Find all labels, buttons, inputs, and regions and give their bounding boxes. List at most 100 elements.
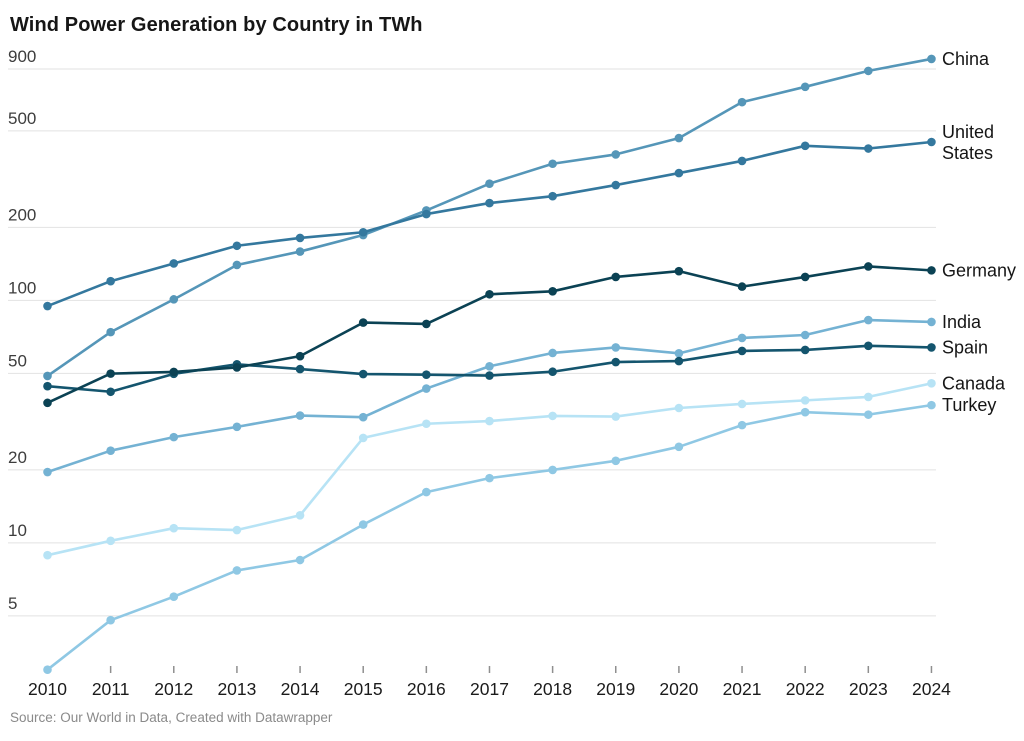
data-point-united-states-2014	[295, 233, 305, 243]
data-point-china-2024	[927, 54, 936, 64]
data-point-germany-2019	[611, 272, 621, 282]
data-point-turkey-2019	[611, 456, 621, 466]
data-point-united-states-2022	[800, 141, 810, 151]
data-point-spain-2010	[43, 381, 52, 391]
series-label-spain: Spain	[942, 337, 988, 357]
data-point-germany-2011	[106, 369, 115, 378]
data-point-spain-2011	[106, 387, 115, 397]
y-tick-label-10: 10	[8, 521, 27, 540]
data-point-india-2012	[169, 432, 179, 442]
data-point-germany-2018	[548, 287, 557, 296]
data-point-canada-2018	[548, 411, 557, 421]
data-point-germany-2010	[43, 398, 52, 408]
chart-title: Wind Power Generation by Country in TWh	[10, 14, 423, 36]
data-point-united-states-2016	[422, 209, 431, 219]
x-tick-label-2011: 2011	[92, 679, 130, 699]
series-label-canada: Canada	[942, 373, 1006, 393]
data-point-turkey-2017	[485, 473, 494, 483]
data-point-germany-2023	[864, 262, 873, 271]
x-tick-label-2018: 2018	[533, 679, 572, 699]
data-point-india-2013	[232, 422, 242, 432]
data-point-canada-2019	[611, 412, 621, 421]
data-point-canada-2013	[232, 525, 242, 535]
data-point-china-2011	[106, 327, 115, 337]
source-attribution: Source: Our World in Data, Created with …	[10, 710, 333, 725]
x-tick-label-2016: 2016	[407, 679, 446, 699]
data-point-india-2014	[295, 411, 305, 420]
x-tick-label-2012: 2012	[154, 679, 193, 699]
data-point-china-2022	[800, 82, 810, 92]
data-point-united-states-2023	[864, 144, 873, 153]
data-point-turkey-2014	[295, 555, 305, 565]
data-point-spain-2023	[864, 341, 873, 351]
x-tick-label-2017: 2017	[470, 679, 509, 699]
data-point-turkey-2022	[800, 407, 810, 417]
series-label-india: India	[942, 312, 982, 332]
data-point-germany-2021	[737, 282, 747, 291]
data-point-united-states-2020	[674, 168, 684, 178]
data-point-india-2024	[927, 317, 936, 327]
data-point-turkey-2020	[674, 442, 684, 452]
series-label-turkey: Turkey	[942, 395, 996, 415]
data-point-united-states-2015	[358, 227, 368, 237]
data-point-united-states-2013	[232, 241, 242, 251]
data-point-spain-2019	[611, 357, 621, 367]
data-point-germany-2012	[169, 367, 179, 377]
data-point-germany-2017	[485, 289, 494, 299]
data-point-turkey-2018	[548, 465, 557, 475]
data-point-germany-2016	[422, 319, 431, 329]
data-point-canada-2017	[485, 416, 494, 426]
data-point-china-2021	[737, 97, 747, 107]
data-point-spain-2018	[548, 367, 557, 377]
data-point-canada-2021	[737, 399, 747, 409]
data-point-china-2018	[548, 159, 557, 169]
data-point-germany-2024	[927, 266, 936, 275]
data-point-united-states-2017	[485, 198, 494, 208]
data-point-spain-2015	[358, 369, 368, 379]
data-point-united-states-2012	[169, 259, 179, 268]
data-point-canada-2014	[295, 510, 305, 520]
data-point-india-2020	[674, 349, 684, 358]
data-point-india-2016	[422, 384, 431, 393]
data-point-canada-2016	[422, 419, 431, 429]
data-point-united-states-2019	[611, 180, 621, 190]
series-label-china: China	[942, 49, 990, 69]
x-tick-label-2015: 2015	[344, 679, 383, 699]
series-label-united-states: United States	[942, 122, 994, 163]
data-point-spain-2022	[800, 345, 810, 355]
y-tick-label-500: 500	[8, 109, 36, 128]
x-tick-label-2020: 2020	[659, 679, 698, 699]
data-point-spain-2021	[737, 346, 747, 356]
series-line-united-states	[46, 140, 933, 308]
y-tick-label-900: 900	[8, 47, 36, 66]
data-point-india-2019	[611, 343, 621, 352]
data-point-spain-2024	[927, 343, 936, 352]
data-point-canada-2015	[358, 433, 368, 443]
series-line-turkey	[46, 403, 933, 672]
data-point-china-2023	[864, 66, 873, 76]
data-point-turkey-2015	[358, 520, 368, 529]
data-point-india-2021	[737, 333, 747, 343]
series-line-india	[46, 318, 933, 474]
data-point-canada-2023	[864, 392, 873, 402]
data-point-turkey-2010	[43, 665, 52, 675]
data-point-united-states-2011	[106, 276, 115, 286]
data-point-turkey-2024	[927, 400, 936, 410]
data-point-united-states-2024	[927, 137, 936, 147]
data-point-china-2013	[232, 260, 242, 270]
data-point-germany-2020	[674, 266, 684, 276]
data-point-india-2010	[43, 467, 52, 477]
data-point-spain-2017	[485, 371, 494, 380]
data-point-united-states-2021	[737, 156, 747, 166]
data-point-canada-2011	[106, 536, 115, 546]
y-tick-label-50: 50	[8, 351, 27, 370]
x-tick-label-2023: 2023	[849, 679, 888, 699]
data-point-canada-2010	[43, 550, 52, 560]
data-point-china-2014	[295, 247, 305, 256]
data-point-spain-2020	[674, 356, 684, 366]
data-point-turkey-2016	[422, 487, 431, 497]
y-tick-label-200: 200	[8, 205, 36, 224]
x-tick-label-2022: 2022	[786, 679, 825, 699]
